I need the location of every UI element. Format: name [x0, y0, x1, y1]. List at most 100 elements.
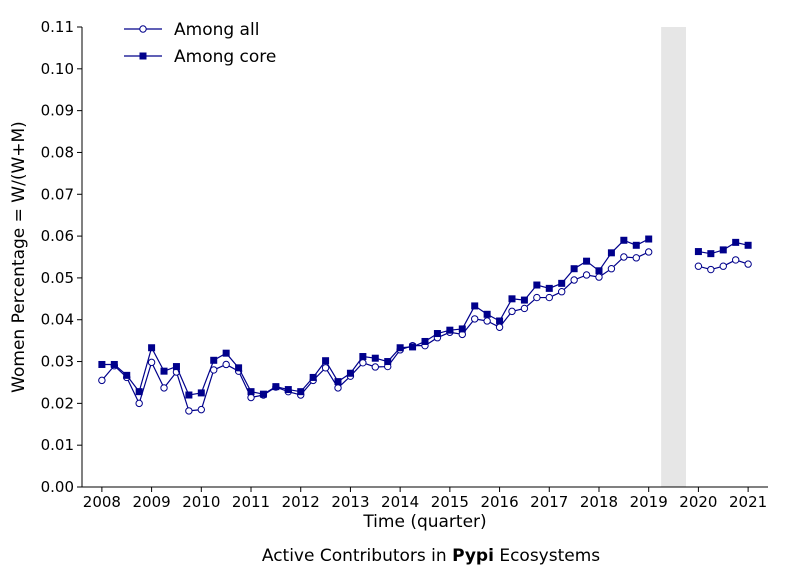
data-point [570, 276, 578, 284]
data-point [458, 325, 466, 333]
axes [81, 27, 768, 488]
data-point [707, 265, 715, 274]
y-tick-label: 0.06 [41, 227, 74, 245]
data-point [645, 235, 653, 243]
x-tick-label: 2015 [431, 493, 469, 511]
data-point [160, 384, 168, 392]
data-point [396, 344, 404, 352]
data-point [346, 369, 354, 377]
data-point [297, 388, 305, 396]
legend-label: Among all [174, 20, 259, 40]
x-tick-label: 2017 [530, 493, 568, 511]
data-point [123, 371, 131, 379]
data-point [384, 358, 392, 366]
data-point [744, 241, 752, 249]
data-point [471, 315, 479, 323]
data-point [409, 343, 417, 351]
x-tick-label: 2021 [729, 493, 767, 511]
data-point [595, 267, 603, 275]
data-point [508, 307, 516, 316]
data-point [334, 384, 342, 392]
data-point [185, 391, 193, 399]
data-point [147, 358, 156, 367]
series-among-all [98, 248, 752, 415]
data-point [570, 265, 578, 273]
x-tick-label: 2009 [133, 493, 171, 511]
data-point [334, 378, 342, 386]
data-point [98, 376, 106, 385]
y-tick-label: 0.04 [41, 311, 74, 329]
data-point [185, 407, 193, 415]
x-tick-label: 2011 [232, 493, 270, 511]
data-point [359, 359, 367, 367]
y-tick-label: 0.10 [41, 60, 74, 78]
data-point [160, 367, 168, 375]
data-point [247, 388, 255, 396]
data-point [582, 271, 591, 279]
series-line [101, 251, 649, 412]
data-point [558, 279, 566, 287]
y-tick-label: 0.00 [41, 478, 74, 496]
y-tick-label: 0.07 [41, 185, 74, 203]
data-point [632, 254, 640, 262]
data-point [284, 386, 292, 394]
data-point [421, 337, 429, 345]
data-point [558, 288, 566, 296]
legend-marker [139, 25, 147, 33]
data-point [595, 273, 603, 281]
data-point [135, 388, 143, 396]
y-tick-label: 0.05 [41, 269, 74, 287]
x-tick-label: 2020 [679, 493, 717, 511]
data-point [744, 260, 752, 268]
data-point [371, 363, 379, 371]
legend-item: Among all [124, 20, 259, 40]
data-point [172, 363, 180, 371]
data-point [272, 383, 280, 391]
caption-prefix: Active Contributors in [261, 546, 453, 566]
data-point [545, 293, 553, 302]
data-point [359, 353, 367, 361]
data-point [520, 296, 528, 304]
data-point [533, 281, 541, 289]
data-point [197, 389, 205, 397]
x-ticks: 2008 2009 2010 2011 2012 2013 2014 2015 2016 2017… [83, 487, 767, 511]
y-tick-label: 0.03 [41, 353, 74, 371]
x-tick-label: 2018 [580, 493, 618, 511]
data-point [446, 326, 454, 334]
data-point [222, 349, 230, 357]
y-tick-label: 0.02 [41, 394, 74, 412]
legend: Among all Among core [124, 20, 276, 67]
data-point [520, 304, 529, 313]
data-point [247, 393, 255, 402]
x-tick-label: 2014 [381, 493, 419, 511]
data-point [508, 295, 516, 303]
y-tick-label: 0.01 [41, 436, 74, 454]
data-point [607, 249, 615, 257]
data-point [533, 293, 541, 302]
data-point [707, 250, 715, 258]
data-point [719, 262, 727, 270]
data-point [495, 323, 504, 331]
data-point [321, 364, 330, 372]
data-point [471, 302, 479, 310]
x-tick-label: 2008 [83, 493, 121, 511]
series-layer [98, 235, 752, 415]
y-tick-label: 0.08 [41, 143, 74, 161]
data-point [222, 360, 230, 369]
data-point [496, 317, 504, 325]
shaded-region [661, 27, 686, 487]
data-point [148, 344, 156, 352]
legend-label: Among core [174, 47, 276, 67]
data-point [309, 373, 317, 381]
data-point [731, 256, 740, 264]
data-point [620, 253, 628, 261]
x-tick-label: 2016 [480, 493, 518, 511]
data-point [620, 236, 628, 244]
series-among-core [98, 235, 752, 399]
x-axis-label: Time (quarter) [362, 512, 486, 532]
data-point [259, 390, 267, 398]
x-tick-label: 2019 [630, 493, 668, 511]
figure-caption: Active Contributors in Pypi Ecosystems [0, 546, 792, 566]
y-axis-label: Women Percentage = W/(W+M) [9, 121, 29, 393]
